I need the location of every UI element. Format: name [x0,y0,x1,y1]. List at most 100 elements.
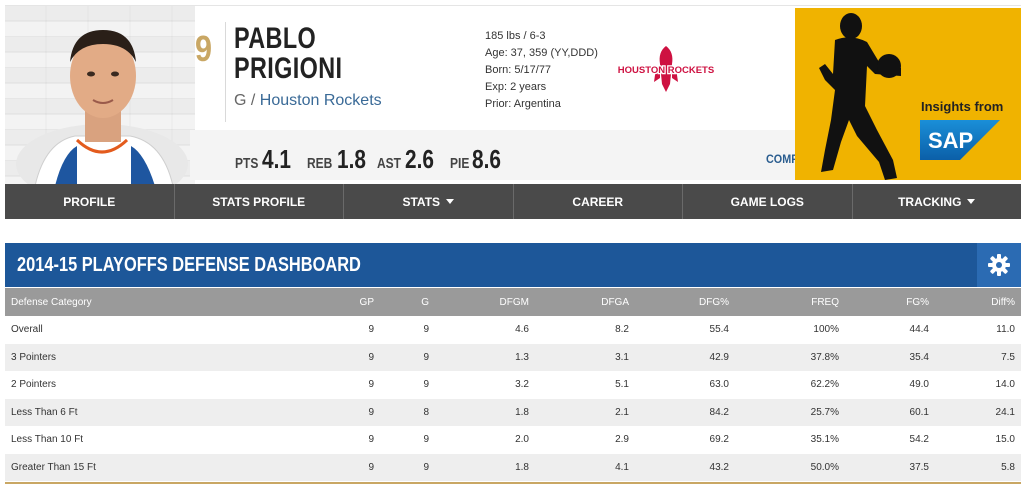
nav-stats[interactable]: STATS [344,184,514,219]
player-nav: PROFILE STATS PROFILE STATS CAREER GAME … [5,184,1021,219]
table-row: Less Than 10 Ft 9 9 2.0 2.9 69.2 35.1% 54.2 15.0 [5,426,1021,454]
value-cell: 4.1 [535,453,635,482]
bio-prior: Prior: Argentina [485,98,561,110]
caret-down-icon [967,199,976,204]
stat-value: 1.8 [336,144,366,174]
table-row: Overall 9 9 4.6 8.2 55.4 100% 44.4 11.0 [5,316,1021,344]
value-cell: 54.2 [845,426,935,454]
col-header[interactable]: G [380,288,435,316]
value-cell: 9 [265,398,380,427]
nav-label: STATS PROFILE [212,194,306,209]
rockets-logo[interactable]: HOUSTON ROCKETS [612,44,720,94]
value-cell: 100% [735,316,845,344]
table-bottom-border [5,482,1021,484]
nav-label: GAME LOGS [730,194,804,209]
value-cell: 9 [265,343,380,372]
team-link[interactable]: Houston Rockets [259,92,382,109]
col-header[interactable]: FREQ [735,288,845,316]
stat-value: 2.6 [405,144,434,174]
rockets-logo-text: HOUSTON ROCKETS [618,65,714,76]
jersey-number: 9 [195,28,213,69]
nav-profile[interactable]: PROFILE [5,184,175,219]
last-name: PRIGIONI [234,52,343,85]
separator: / [246,92,260,109]
value-cell: 4.6 [435,316,535,344]
value-cell: 2.0 [435,426,535,454]
col-header[interactable]: FG% [845,288,935,316]
stat-label: PIE [450,155,470,172]
value-cell: 9 [380,426,435,454]
value-cell: 1.8 [435,453,535,482]
stat-value: 8.6 [472,144,502,174]
nav-game-logs[interactable]: GAME LOGS [683,184,853,219]
value-cell: 84.2 [635,398,735,427]
bio-born: Born: 5/17/77 [485,64,552,76]
table-header-row: Defense Category GP G DFGM DFGA DFG% FRE… [5,288,1021,316]
value-cell: 63.0 [635,371,735,399]
settings-button[interactable] [977,243,1021,287]
value-cell: 55.4 [635,316,735,344]
value-cell: 9 [380,343,435,372]
category-cell: Overall [5,316,265,344]
category-cell: 2 Pointers [5,371,265,399]
nav-stats-profile[interactable]: STATS PROFILE [175,184,344,219]
value-cell: 2.9 [535,426,635,454]
dashboard-title-bar: 2014-15 PLAYOFFS DEFENSE DASHBOARD [5,243,977,287]
stat-pts: PTS 4.1 [235,144,298,175]
value-cell: 15.0 [935,426,1021,454]
value-cell: 7.5 [935,343,1021,372]
nav-label: CAREER [572,194,624,209]
divider [225,22,226,122]
value-cell: 50.0% [735,453,845,482]
value-cell: 9 [265,426,380,454]
table-row: Less Than 6 Ft 9 8 1.8 2.1 84.2 25.7% 60.1 24.1 [5,398,1021,427]
nav-label: STATS [402,194,441,209]
insights-label: Insights from [921,99,1004,114]
value-cell: 37.5 [845,453,935,482]
category-cell: Greater Than 15 Ft [5,453,265,482]
col-header[interactable]: GP [265,288,380,316]
player-headshot [16,30,188,185]
caret-down-icon [446,199,455,204]
sap-logo-text: SAP [928,128,973,153]
first-name: PABLO [234,22,317,55]
value-cell: 3.1 [535,343,635,372]
value-cell: 44.4 [845,316,935,344]
stat-pie: PIE 8.6 [450,144,508,175]
value-cell: 11.0 [935,316,1021,344]
value-cell: 1.8 [435,398,535,427]
col-header[interactable]: Diff% [935,288,1021,316]
position-team: G / Houston Rockets [234,92,382,110]
value-cell: 35.4 [845,343,935,372]
value-cell: 42.9 [635,343,735,372]
stat-value: 4.1 [262,144,292,174]
sap-logo[interactable]: SAP [920,120,1000,160]
col-header[interactable]: DFG% [635,288,735,316]
value-cell: 1.3 [435,343,535,372]
col-header[interactable]: Defense Category [5,288,265,316]
value-cell: 3.2 [435,371,535,399]
value-cell: 43.2 [635,453,735,482]
value-cell: 8 [380,398,435,427]
nav-tracking[interactable]: TRACKING [853,184,1022,219]
value-cell: 37.8% [735,343,845,372]
nav-career[interactable]: CAREER [514,184,683,219]
value-cell: 9 [265,453,380,482]
value-cell: 49.0 [845,371,935,399]
col-header[interactable]: DFGA [535,288,635,316]
bio-weight-height: 185 lbs / 6-3 [485,30,546,42]
player-silhouette [819,13,901,180]
player-bio: 185 lbs / 6-3 Age: 37, 359 (YY,DDD) Born… [485,28,598,113]
value-cell: 9 [380,316,435,344]
player-name: PABLO PRIGIONI [234,24,342,84]
category-cell: 3 Pointers [5,343,265,372]
value-cell: 9 [380,371,435,399]
value-cell: 35.1% [735,426,845,454]
col-header[interactable]: DFGM [435,288,535,316]
bio-exp: Exp: 2 years [485,81,547,93]
bio-age: Age: 37, 359 (YY,DDD) [485,47,598,59]
stat-label: REB [307,155,333,172]
category-cell: Less Than 10 Ft [5,426,265,454]
stat-reb: REB 1.8 [307,144,373,175]
position: G [234,92,247,109]
